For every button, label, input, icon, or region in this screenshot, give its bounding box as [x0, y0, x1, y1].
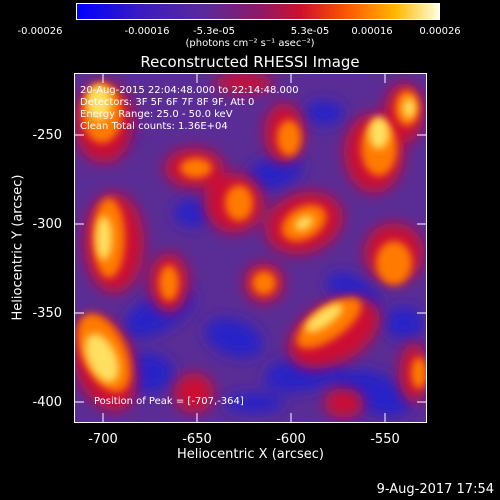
colorbar-tick-label: 0.00016: [351, 26, 393, 37]
info-clean-counts: Clean Total counts: 1.36E+04: [80, 121, 228, 132]
xtick-label: -700: [88, 432, 118, 447]
image-blob-peak: [294, 215, 314, 231]
xtick-label: -600: [276, 432, 306, 447]
image-blob-peak: [305, 303, 343, 333]
y-axis-label: Heliocentric Y (arcsec): [10, 174, 26, 321]
image-blob-bright: [277, 120, 301, 156]
xtick-label: -650: [182, 432, 212, 447]
image-blob-peak: [403, 98, 415, 118]
colorbar-units: (photons cm⁻² s⁻¹ asec⁻²): [185, 38, 315, 49]
image-blob-negative: [245, 154, 303, 192]
ytick-label: -400: [32, 395, 62, 410]
image-blob-bright: [180, 158, 212, 178]
image-blob-bright: [225, 185, 253, 221]
colorbar-tick-label: 5.3e-05: [290, 26, 330, 37]
ytick-label: -300: [32, 217, 62, 232]
image-blob-positive: [324, 388, 364, 418]
image-plot: [74, 73, 427, 423]
image-blob-negative: [224, 393, 284, 413]
image-blob-peak: [85, 333, 119, 383]
plot-title: Reconstructed RHESSI Image: [140, 53, 360, 71]
image-blob-positive: [214, 73, 274, 93]
colorbar-tick-label: -0.00026: [17, 26, 63, 37]
info-time-range: 20-Aug-2015 22:04:48.000 to 22:14:48.000: [80, 85, 299, 96]
x-axis-label: Heliocentric X (arcsec): [177, 447, 324, 462]
image-blob-bright: [159, 265, 179, 301]
ytick-label: -250: [32, 128, 62, 143]
ytick-label: -350: [32, 306, 62, 321]
image-blob-negative: [304, 101, 344, 125]
colorbar-tick-label: 0.00026: [419, 26, 461, 37]
colorbar: [76, 3, 440, 20]
image-blob-negative: [205, 318, 263, 358]
image-blob-negative: [174, 199, 214, 227]
info-energy-range: Energy Range: 25.0 - 50.0 keV: [80, 109, 233, 120]
plot-frame: [74, 73, 427, 423]
xtick-label: -550: [370, 432, 400, 447]
image-blob-peak: [369, 117, 389, 149]
info-lines: 20-Aug-2015 22:04:48.000 to 22:14:48.000…: [80, 85, 299, 133]
image-blob-positive: [174, 373, 214, 413]
image-blob-bright: [411, 357, 427, 389]
image-blob-bright: [252, 271, 276, 295]
colorbar-gradient: [77, 4, 439, 19]
image-blob-peak: [87, 85, 111, 121]
image-blob-peak: [96, 216, 112, 260]
peak-position: Position of Peak = [-707,-364]: [94, 396, 244, 407]
colorbar-tick-label: -5.3e-05: [193, 26, 235, 37]
image-blob-negative: [384, 307, 424, 339]
colorbar-tick-label: -0.00016: [124, 26, 170, 37]
timestamp: 9-Aug-2017 17:54: [376, 482, 494, 497]
info-detectors: Detectors: 3F 5F 6F 7F 8F 9F, Att 0: [80, 97, 255, 108]
image-blob-bright: [376, 241, 412, 285]
